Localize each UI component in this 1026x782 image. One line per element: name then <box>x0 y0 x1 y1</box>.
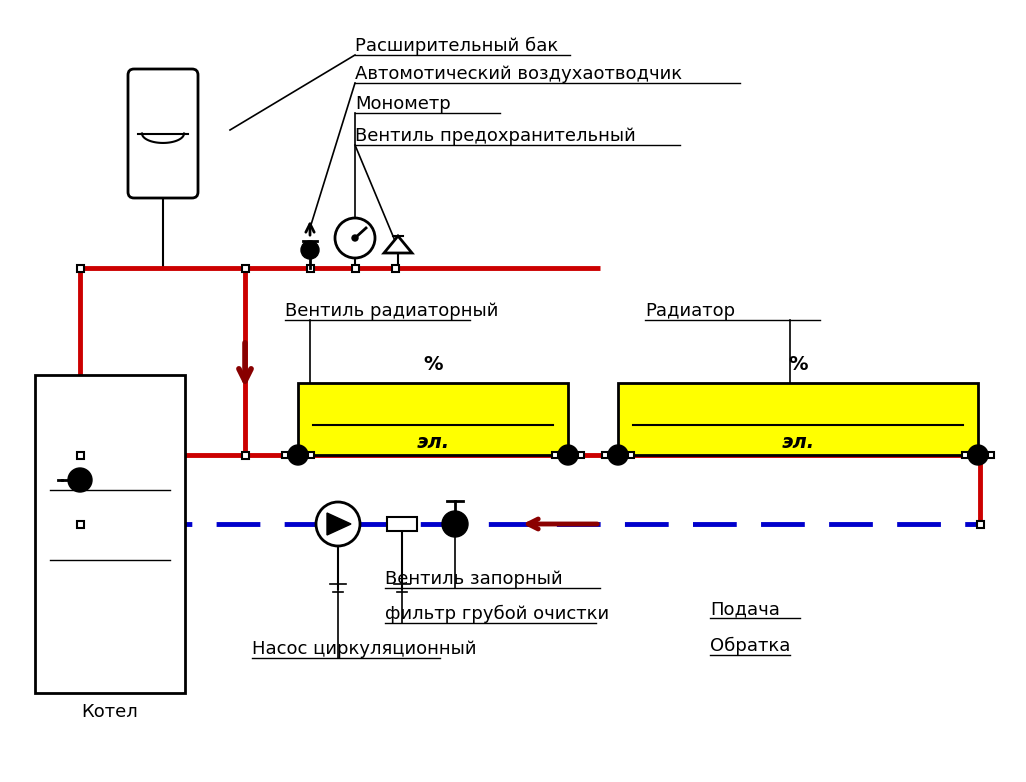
Text: Насос циркуляционный: Насос циркуляционный <box>252 640 476 658</box>
Bar <box>387 517 417 531</box>
Bar <box>977 451 984 458</box>
Text: Автомотический воздухаотводчик: Автомотический воздухаотводчик <box>355 65 682 83</box>
Text: %: % <box>424 356 443 375</box>
Bar <box>35 375 185 693</box>
Bar <box>77 264 83 271</box>
Circle shape <box>68 468 92 492</box>
Circle shape <box>608 445 628 465</box>
Circle shape <box>336 218 374 258</box>
Circle shape <box>558 445 578 465</box>
Text: Обратка: Обратка <box>710 637 790 655</box>
Text: Котел: Котел <box>82 703 139 721</box>
Bar <box>962 452 968 458</box>
FancyBboxPatch shape <box>128 69 198 198</box>
Bar <box>241 264 248 271</box>
Bar <box>618 383 978 455</box>
Text: %: % <box>788 356 807 375</box>
Circle shape <box>301 241 319 259</box>
Polygon shape <box>327 513 351 535</box>
Bar <box>77 451 83 458</box>
Text: эл.: эл. <box>782 432 815 451</box>
Text: фильтр грубой очистки: фильтр грубой очистки <box>385 604 609 623</box>
Bar <box>977 521 984 528</box>
Bar <box>307 264 314 271</box>
Bar <box>602 452 608 458</box>
Bar <box>578 452 584 458</box>
Circle shape <box>288 445 308 465</box>
Bar <box>241 451 248 458</box>
Bar <box>392 264 398 271</box>
Bar <box>988 452 994 458</box>
Bar <box>308 452 314 458</box>
Bar <box>552 452 558 458</box>
Text: Вентиль радиаторный: Вентиль радиаторный <box>285 302 499 320</box>
Bar <box>77 521 83 528</box>
Text: эл.: эл. <box>417 432 449 451</box>
Text: Вентиль предохранительный: Вентиль предохранительный <box>355 127 636 145</box>
Bar <box>298 383 568 455</box>
Bar <box>628 452 634 458</box>
Circle shape <box>968 445 988 465</box>
Text: Радиатор: Радиатор <box>645 302 735 320</box>
Text: Расширительный бак: Расширительный бак <box>355 37 558 55</box>
Bar <box>282 452 288 458</box>
Circle shape <box>442 511 468 537</box>
Circle shape <box>316 502 360 546</box>
Circle shape <box>352 235 358 241</box>
Text: Вентиль запорный: Вентиль запорный <box>385 570 562 588</box>
Bar <box>77 477 83 483</box>
Bar <box>352 264 358 271</box>
Polygon shape <box>384 236 412 253</box>
Text: Подача: Подача <box>710 600 780 618</box>
Text: Монометр: Монометр <box>355 95 450 113</box>
